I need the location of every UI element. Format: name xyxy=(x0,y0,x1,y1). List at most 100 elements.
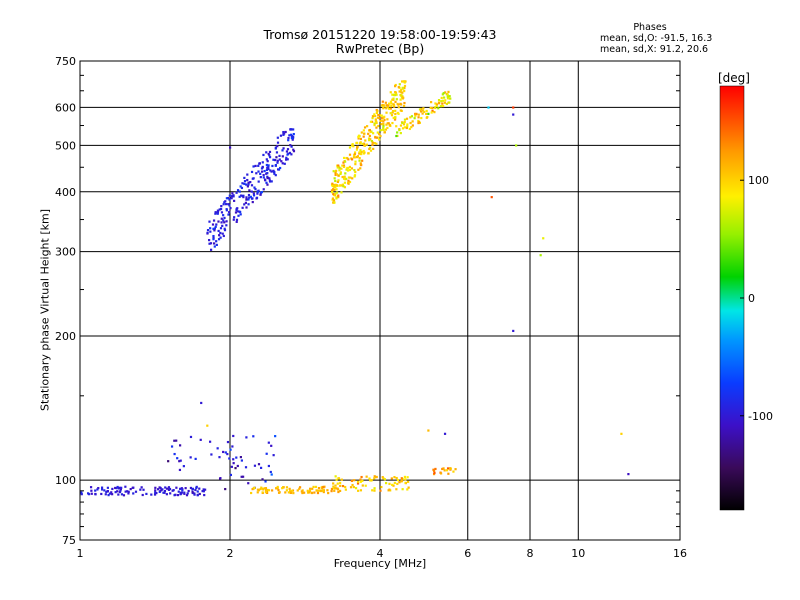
data-point-974 xyxy=(444,99,447,102)
data-point-823 xyxy=(379,135,382,138)
data-point-908 xyxy=(337,164,340,167)
data-point-798 xyxy=(345,168,348,171)
data-point-860 xyxy=(368,139,371,142)
data-point-88 xyxy=(186,492,189,495)
data-point-869 xyxy=(378,138,381,141)
data-point-457 xyxy=(290,153,293,156)
data-point-961 xyxy=(434,102,437,105)
data-point-919 xyxy=(335,173,339,176)
data-point-1045 xyxy=(620,432,623,435)
data-point-858 xyxy=(332,192,335,196)
data-point-890 xyxy=(333,194,337,197)
data-point-270 xyxy=(404,478,407,481)
data-point-615 xyxy=(209,248,213,251)
data-point-574 xyxy=(282,147,285,150)
data-point-233 xyxy=(317,486,321,490)
data-point-1047 xyxy=(487,106,490,109)
data-point-85 xyxy=(132,486,135,489)
data-point-379 xyxy=(279,166,282,170)
data-point-122 xyxy=(264,480,267,483)
data-point-77 xyxy=(105,490,108,493)
data-point-22 xyxy=(165,493,168,496)
data-point-347 xyxy=(334,484,337,487)
data-point-439 xyxy=(267,167,270,171)
data-point-1029 xyxy=(433,111,436,114)
data-point-596 xyxy=(267,166,270,169)
data-point-473 xyxy=(257,180,260,183)
data-point-664 xyxy=(387,104,390,107)
data-point-95 xyxy=(134,490,138,493)
data-point-412 xyxy=(240,194,243,197)
data-point-866 xyxy=(375,111,379,115)
data-point-472 xyxy=(208,238,211,242)
data-point-232 xyxy=(309,487,312,490)
data-point-963 xyxy=(417,113,420,116)
data-point-787 xyxy=(340,167,343,170)
data-point-678 xyxy=(391,93,394,96)
data-point-1051 xyxy=(200,401,203,405)
data-point-428 xyxy=(239,210,242,214)
data-point-175 xyxy=(167,460,170,463)
data-point-334 xyxy=(401,488,404,491)
data-point-393 xyxy=(282,130,285,134)
data-point-381 xyxy=(213,245,216,248)
data-point-1030 xyxy=(401,127,405,130)
data-point-872 xyxy=(342,156,346,160)
data-point-364 xyxy=(443,469,446,472)
data-point-933 xyxy=(337,194,340,197)
data-point-423 xyxy=(284,130,287,134)
colorbar-tick-label-1: 0 xyxy=(748,292,755,305)
data-point-392 xyxy=(243,180,247,183)
data-point-259 xyxy=(316,489,319,492)
data-point-282 xyxy=(406,488,409,491)
data-point-978 xyxy=(425,112,428,116)
data-point-459 xyxy=(261,161,264,164)
data-point-921 xyxy=(336,180,339,184)
data-point-414 xyxy=(240,186,244,190)
data-point-1039 xyxy=(512,106,515,109)
data-point-24 xyxy=(94,489,97,492)
data-point-376 xyxy=(292,150,296,153)
data-point-583 xyxy=(213,242,216,245)
data-point-598 xyxy=(212,238,215,241)
data-point-1014 xyxy=(406,123,409,126)
data-point-953 xyxy=(444,91,447,94)
data-point-80 xyxy=(180,487,183,490)
data-point-4 xyxy=(114,491,117,494)
data-point-213 xyxy=(266,488,269,492)
data-point-682 xyxy=(348,180,352,184)
data-point-972 xyxy=(438,102,441,105)
data-point-26 xyxy=(122,494,126,497)
data-point-651 xyxy=(403,86,406,90)
data-point-446 xyxy=(248,189,251,192)
data-point-898 xyxy=(374,136,377,139)
data-point-170 xyxy=(269,470,272,474)
data-point-905 xyxy=(358,151,361,154)
data-point-275 xyxy=(368,477,371,480)
data-point-378 xyxy=(274,174,277,177)
data-point-127 xyxy=(247,482,250,485)
data-point-394 xyxy=(213,227,217,230)
data-point-199 xyxy=(327,491,330,495)
data-point-1012 xyxy=(437,99,441,102)
data-point-409 xyxy=(259,176,262,179)
data-point-559 xyxy=(215,243,218,247)
data-point-184 xyxy=(288,487,291,490)
phase-stats-x: mean, sd,X: 91.2, 20.6 xyxy=(600,44,709,55)
data-point-549 xyxy=(265,168,269,172)
data-point-165 xyxy=(232,458,235,461)
data-point-172 xyxy=(244,466,248,469)
data-point-679 xyxy=(403,84,407,88)
data-point-324 xyxy=(344,485,347,489)
data-point-916 xyxy=(402,104,406,108)
data-point-467 xyxy=(261,166,264,169)
data-point-387 xyxy=(290,134,294,138)
data-point-907 xyxy=(398,83,401,86)
data-point-429 xyxy=(281,149,284,152)
data-point-594 xyxy=(260,191,263,194)
data-point-817 xyxy=(334,173,337,176)
data-point-610 xyxy=(237,214,240,217)
data-point-560 xyxy=(232,195,235,198)
data-point-229 xyxy=(311,487,314,490)
data-point-892 xyxy=(363,151,366,154)
